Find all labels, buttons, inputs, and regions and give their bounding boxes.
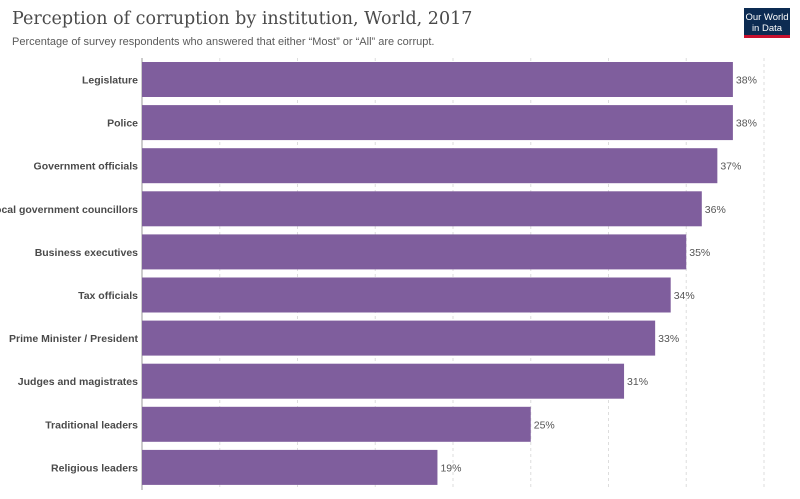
bar[interactable] bbox=[142, 449, 438, 485]
category-label: Government officials bbox=[34, 161, 139, 173]
owid-logo[interactable]: Our World in Data bbox=[744, 8, 790, 38]
bar[interactable] bbox=[142, 62, 733, 97]
bar[interactable] bbox=[142, 148, 718, 184]
category-label: Traditional leaders bbox=[45, 419, 138, 431]
value-label: 38% bbox=[736, 75, 757, 87]
category-label: Local government councillors bbox=[0, 204, 138, 216]
value-label: 33% bbox=[658, 333, 679, 345]
value-label: 36% bbox=[705, 204, 726, 216]
bar[interactable] bbox=[142, 234, 687, 270]
bar[interactable] bbox=[142, 277, 671, 313]
value-label: 31% bbox=[627, 376, 648, 388]
logo-line-2: in Data bbox=[751, 23, 783, 34]
category-label: Religious leaders bbox=[51, 462, 138, 474]
chart-title: Perception of corruption by institution,… bbox=[12, 9, 473, 29]
category-label: Police bbox=[107, 118, 138, 130]
value-label: 25% bbox=[534, 419, 555, 431]
logo-line-1: Our World bbox=[745, 12, 789, 23]
value-label: 35% bbox=[689, 247, 710, 259]
chart-subtitle: Percentage of survey respondents who ans… bbox=[12, 36, 435, 48]
category-label: Business executives bbox=[35, 247, 138, 259]
bar[interactable] bbox=[142, 406, 531, 442]
value-label: 19% bbox=[440, 462, 461, 474]
bar[interactable] bbox=[142, 363, 625, 399]
value-label: 37% bbox=[720, 161, 741, 173]
bar[interactable] bbox=[142, 105, 733, 141]
category-label: Prime Minister / President bbox=[9, 333, 138, 345]
category-label: Judges and magistrates bbox=[18, 376, 138, 388]
value-label: 38% bbox=[736, 118, 757, 130]
value-label: 34% bbox=[674, 290, 695, 302]
bar[interactable] bbox=[142, 191, 702, 227]
bar[interactable] bbox=[142, 320, 656, 356]
category-label: Legislature bbox=[82, 75, 138, 87]
category-label: Tax officials bbox=[78, 290, 138, 302]
